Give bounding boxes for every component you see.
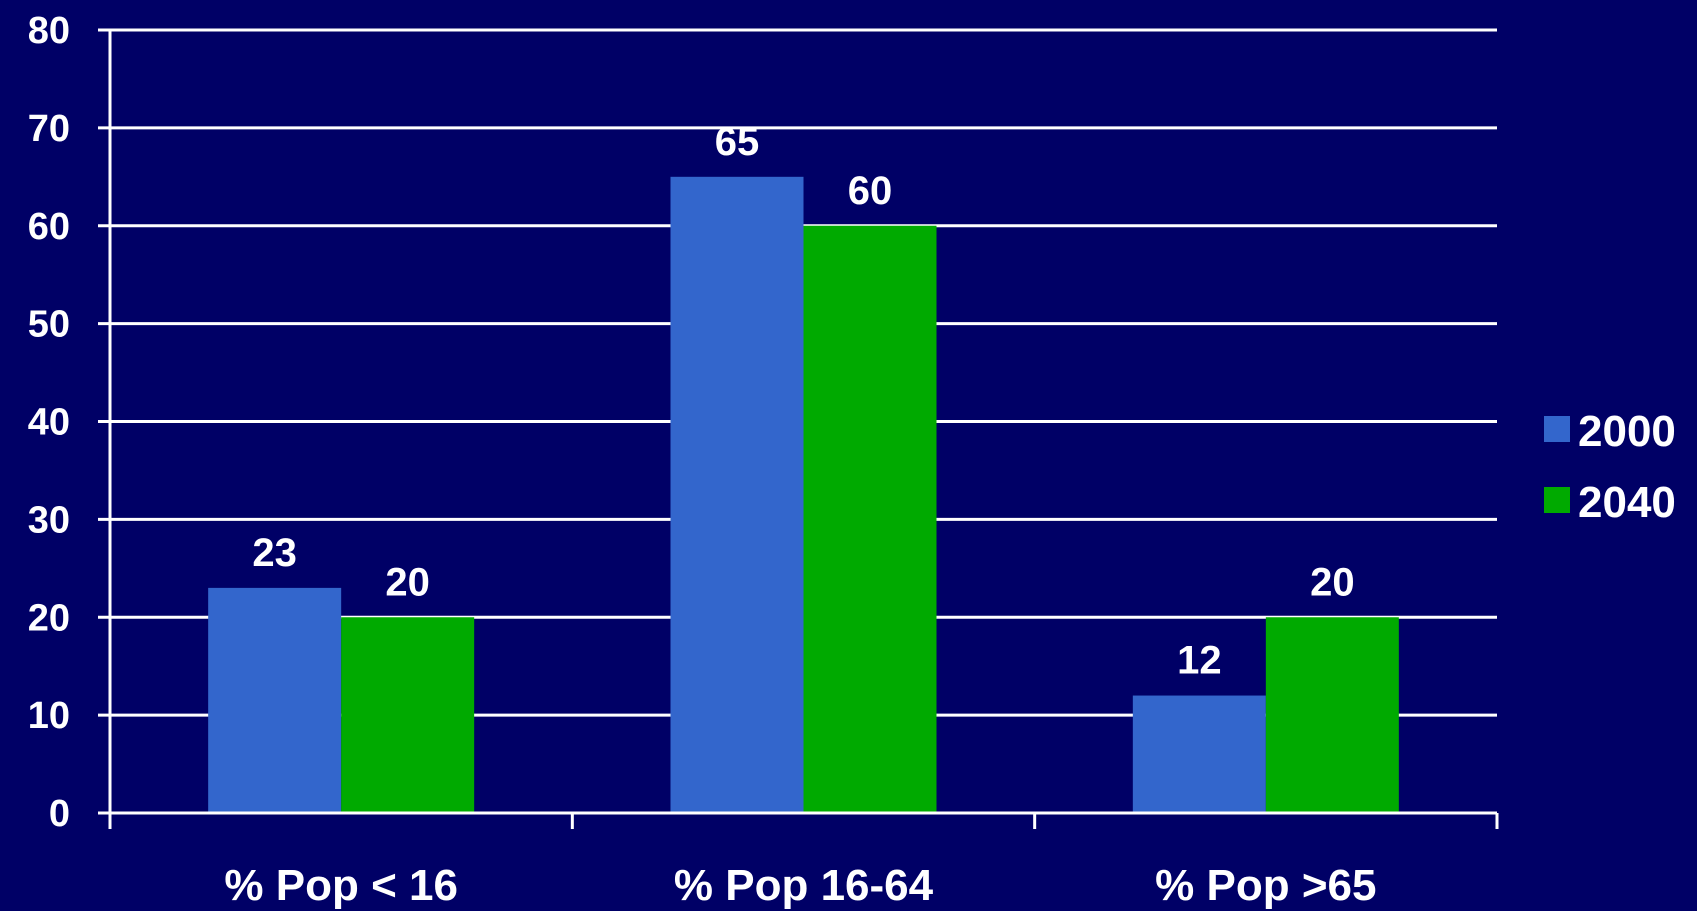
x-category-label: % Pop 16-64 — [674, 861, 934, 910]
y-tick-label: 10 — [28, 695, 70, 737]
bar-2000-1 — [670, 176, 804, 813]
axes — [98, 28, 1499, 829]
labels: 0 10 20 30 40 50 60 70 80 23 20 % Pop < 16 65 60 % Pop… — [28, 10, 1377, 910]
bars — [208, 176, 1399, 813]
x-category-label: % Pop < 16 — [224, 861, 458, 910]
legend-swatch — [1544, 416, 1570, 442]
data-label: 20 — [385, 560, 430, 604]
bar-2040-2 — [1265, 617, 1399, 813]
x-category-label: % Pop >65 — [1155, 861, 1376, 910]
data-label: 60 — [848, 169, 893, 213]
bar-2000-0 — [208, 587, 342, 813]
legend-label: 2040 — [1578, 478, 1676, 527]
bar-2040-1 — [803, 225, 937, 813]
y-tick-label: 50 — [28, 304, 70, 346]
y-tick-label: 30 — [28, 499, 70, 541]
bar-2040-0 — [341, 617, 475, 813]
y-tick-label: 60 — [28, 206, 70, 248]
bar-2000-2 — [1132, 695, 1266, 813]
legend-label: 2000 — [1578, 407, 1676, 456]
y-tick-label: 0 — [49, 793, 70, 835]
y-tick-label: 70 — [28, 108, 70, 150]
data-label: 20 — [1310, 560, 1355, 604]
data-label: 65 — [715, 120, 760, 164]
y-tick-label: 40 — [28, 402, 70, 444]
y-tick-label: 20 — [28, 597, 70, 639]
data-label: 12 — [1177, 639, 1222, 683]
legend: 2000 2040 — [1544, 407, 1676, 527]
data-label: 23 — [252, 531, 297, 575]
legend-swatch — [1544, 487, 1570, 513]
y-tick-label: 80 — [28, 10, 70, 52]
